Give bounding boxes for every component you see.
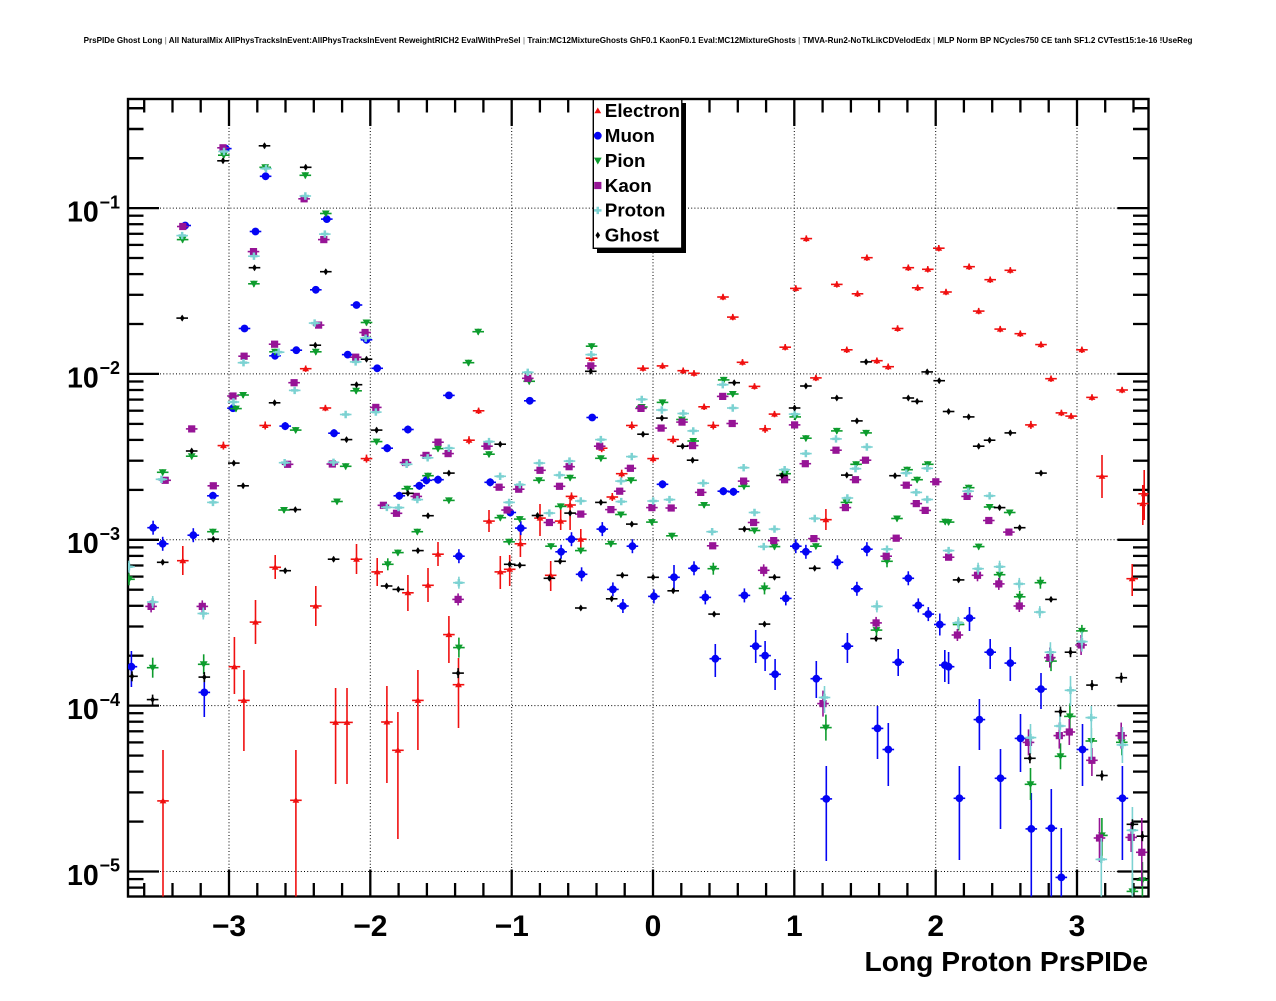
svg-text:Ghost: Ghost [605,225,660,246]
svg-text:−4: −4 [100,690,121,710]
svg-text:−1: −1 [495,910,529,943]
svg-text:Muon: Muon [605,125,655,146]
svg-text:1: 1 [786,910,803,943]
svg-text:PrsPIDe Ghost Long | All Natur: PrsPIDe Ghost Long | All NaturalMix AllP… [84,36,1193,45]
svg-text:10: 10 [67,860,99,892]
svg-text:−5: −5 [100,856,121,876]
svg-text:10: 10 [67,197,99,229]
svg-text:Electron: Electron [605,100,680,121]
svg-text:Proton: Proton [605,200,666,221]
svg-text:−3: −3 [212,910,246,943]
svg-text:−3: −3 [100,524,121,544]
svg-text:10: 10 [67,694,99,726]
svg-text:−2: −2 [100,358,121,378]
svg-text:Long Proton PrsPIDe: Long Proton PrsPIDe [865,945,1148,977]
svg-text:0: 0 [645,910,662,943]
svg-text:10: 10 [67,362,99,394]
svg-text:Pion: Pion [605,150,646,171]
svg-text:2: 2 [927,910,944,943]
svg-text:10: 10 [67,528,99,560]
svg-text:3: 3 [1069,910,1086,943]
svg-text:−2: −2 [353,910,387,943]
svg-text:Kaon: Kaon [605,175,652,196]
svg-text:−1: −1 [100,192,121,212]
